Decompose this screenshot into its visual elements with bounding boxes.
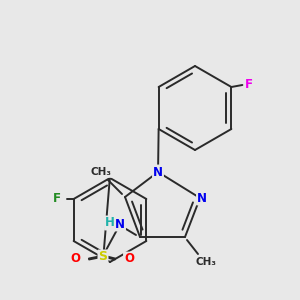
Text: O: O xyxy=(70,253,80,266)
Text: N: N xyxy=(197,191,207,205)
Text: N: N xyxy=(153,166,163,178)
Text: S: S xyxy=(98,250,107,263)
Text: CH₃: CH₃ xyxy=(91,167,112,177)
Text: F: F xyxy=(52,193,61,206)
Text: O: O xyxy=(124,253,134,266)
Text: CH₃: CH₃ xyxy=(196,257,217,267)
Text: F: F xyxy=(245,79,253,92)
Text: N: N xyxy=(115,218,125,230)
Text: H: H xyxy=(105,217,115,230)
